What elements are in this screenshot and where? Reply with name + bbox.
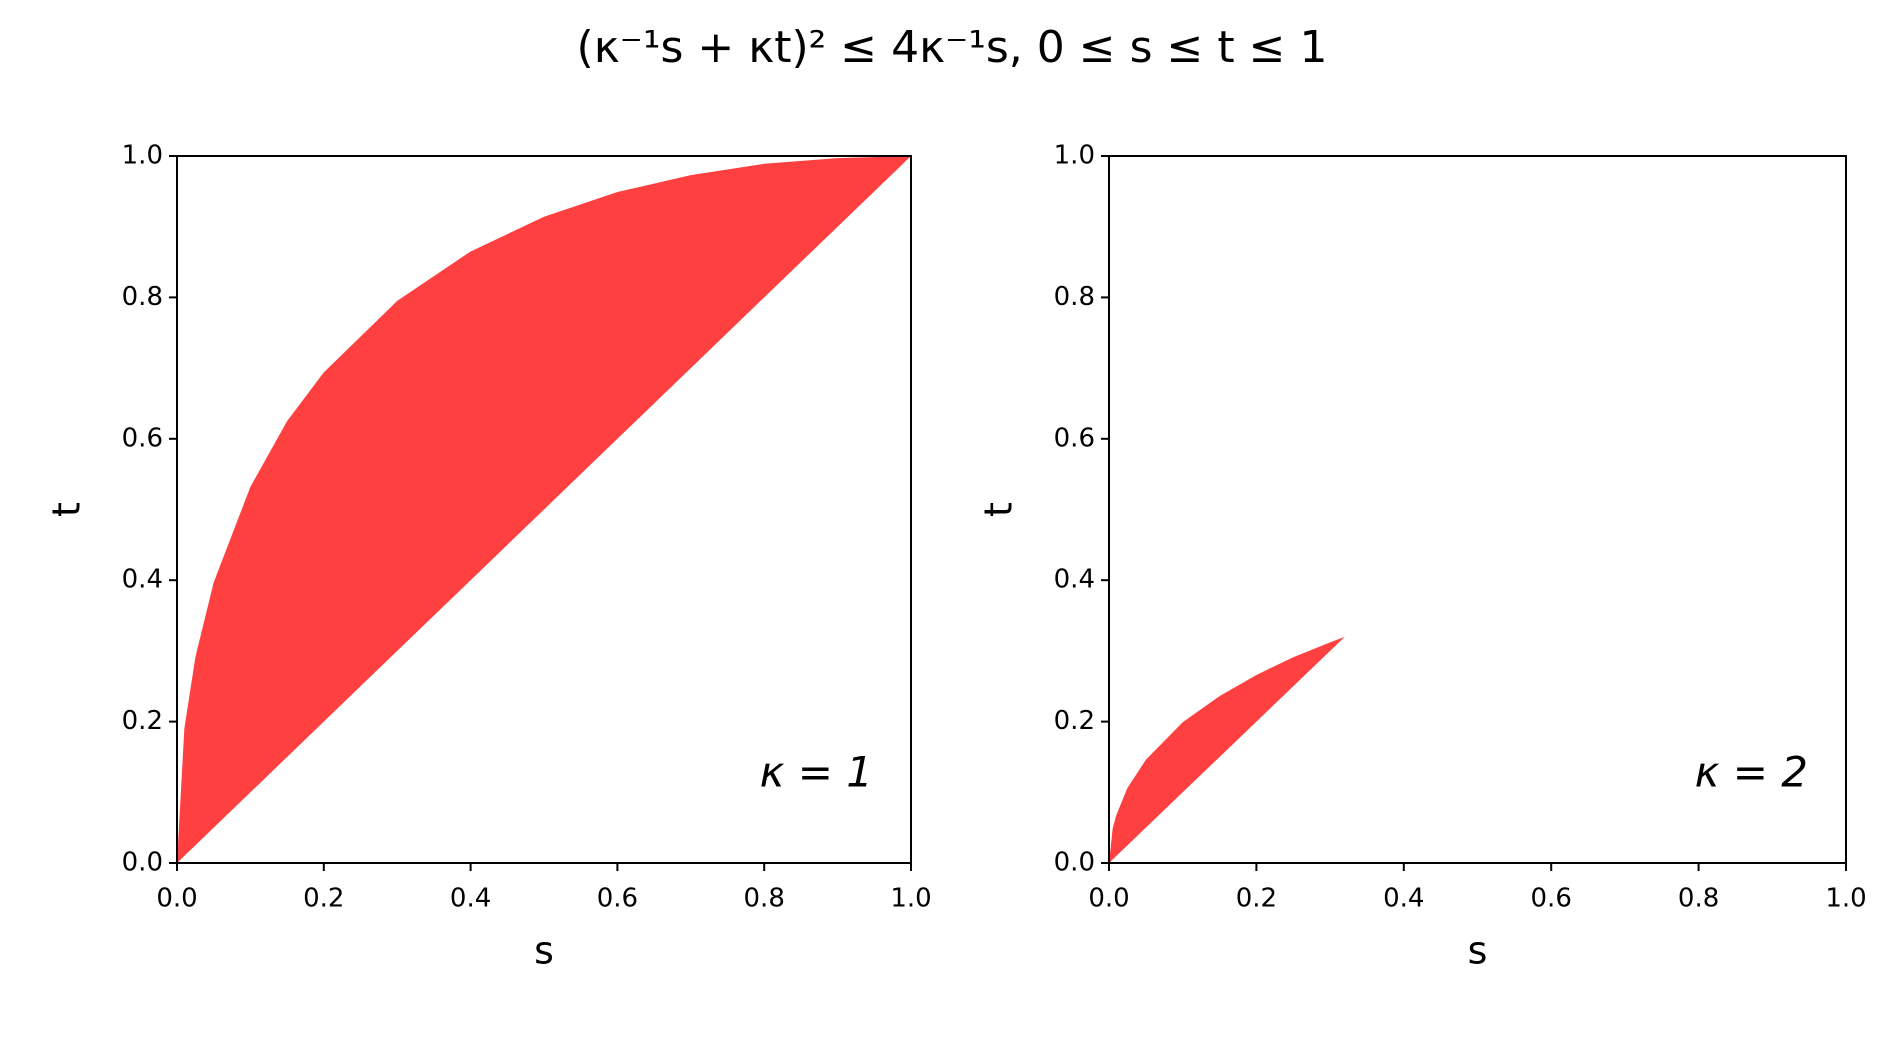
x-tick-label: 0.6 xyxy=(597,884,638,914)
region xyxy=(1109,636,1345,863)
x-tick-label: 0.2 xyxy=(303,884,344,914)
y-tick-label: 0.4 xyxy=(1054,565,1095,595)
x-tick-label: 0.8 xyxy=(744,884,785,914)
x-tick-label: 0.4 xyxy=(1383,884,1424,914)
y-axis-label: t xyxy=(45,502,89,517)
figure-title: (κ⁻¹s + κt)² ≤ 4κ⁻¹s, 0 ≤ s ≤ t ≤ 1 xyxy=(577,22,1328,73)
axes-frame xyxy=(176,155,912,864)
annotation: κ = 2 xyxy=(1695,748,1808,797)
annotation: κ = 1 xyxy=(760,748,873,797)
x-tick-label: 0.0 xyxy=(156,884,197,914)
y-tick-label: 1.0 xyxy=(122,141,163,171)
x-tick-label: 1.0 xyxy=(1825,884,1866,914)
y-tick-label: 0.2 xyxy=(1054,706,1095,736)
x-tick-label: 0.0 xyxy=(1088,884,1129,914)
x-tick-label: 0.6 xyxy=(1531,884,1572,914)
y-tick-label: 0.0 xyxy=(122,848,163,878)
x-axis-label: s xyxy=(1468,929,1488,973)
y-tick-label: 0.6 xyxy=(1054,423,1095,453)
x-tick-label: 0.4 xyxy=(450,884,491,914)
y-tick-label: 0.8 xyxy=(1054,282,1095,312)
x-tick-label: 0.2 xyxy=(1236,884,1277,914)
region xyxy=(177,156,911,863)
x-axis-label: s xyxy=(534,929,554,973)
y-tick-label: 0.4 xyxy=(122,565,163,595)
y-tick-label: 0.8 xyxy=(122,282,163,312)
y-tick-label: 0.2 xyxy=(122,706,163,736)
x-tick-label: 1.0 xyxy=(890,884,931,914)
axes-frame xyxy=(1108,155,1847,864)
y-tick-label: 1.0 xyxy=(1054,141,1095,171)
y-axis-label: t xyxy=(977,502,1021,517)
x-tick-label: 0.8 xyxy=(1678,884,1719,914)
y-tick-label: 0.0 xyxy=(1054,848,1095,878)
y-tick-label: 0.6 xyxy=(122,423,163,453)
